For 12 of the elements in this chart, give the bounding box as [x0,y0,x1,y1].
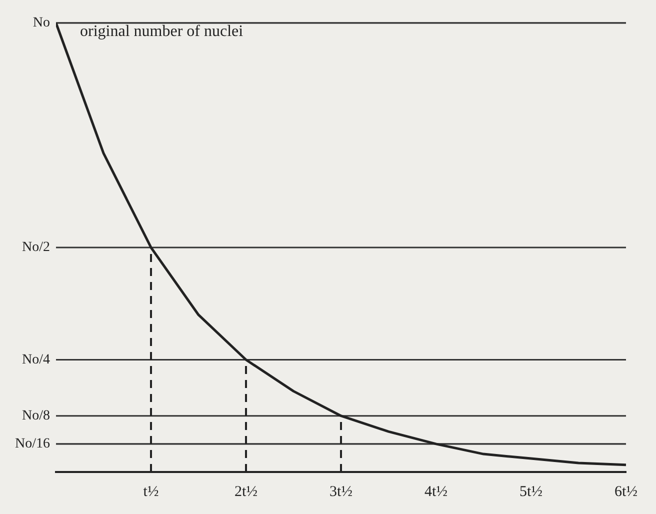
x-tick-label: 3t½ [330,484,352,500]
ref-line-label: No/4 [22,352,50,368]
annotation: original number of nuclei [80,23,244,40]
x-tick-label: t½ [143,484,159,500]
x-tick-label: 4t½ [424,484,448,500]
ref-line-label: No [32,16,50,31]
ref-line-label: No/2 [22,240,50,256]
ref-line-label: No/16 [15,436,50,452]
x-tick-label: 6t½ [614,484,638,500]
ref-line-label: No/8 [22,408,50,424]
x-tick-label: 5t½ [520,484,542,500]
x-tick-label: 2t½ [234,484,258,500]
